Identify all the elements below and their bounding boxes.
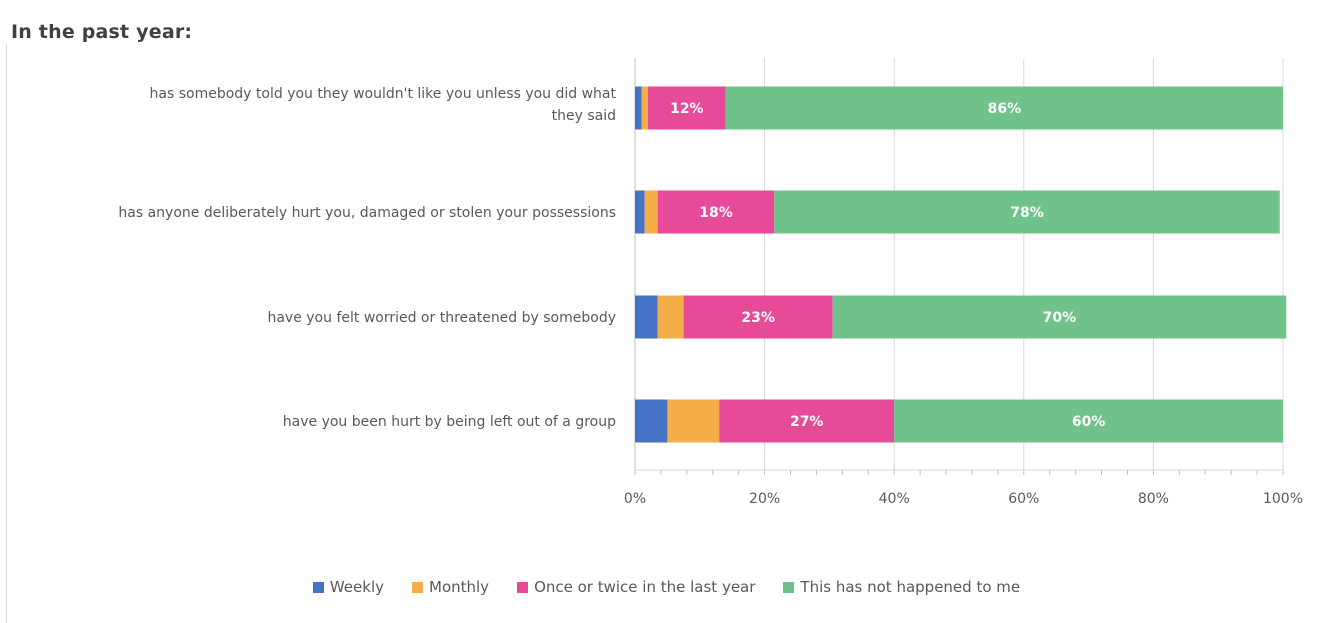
bar-segment <box>894 399 1283 443</box>
chart-title: In the past year: <box>11 21 193 43</box>
bar-segment <box>774 190 1280 234</box>
category-label: have you been hurt by being left out of … <box>283 414 616 430</box>
category-label: have you felt worried or threatened by s… <box>267 310 616 326</box>
data-label: 78% <box>1010 205 1044 221</box>
x-tick-label: 0% <box>624 491 646 507</box>
category-label: has anyone deliberately hurt you, damage… <box>118 205 616 221</box>
bar-segment <box>635 399 668 443</box>
data-label: 18% <box>699 205 733 221</box>
legend-swatch <box>312 581 324 593</box>
x-tick-label: 60% <box>1008 491 1039 507</box>
legend-item: This has not happened to me <box>783 578 1020 596</box>
legend-label: Monthly <box>429 578 490 596</box>
legend-item: Once or twice in the last year <box>517 578 755 596</box>
bar-segment <box>641 86 648 130</box>
data-label: 12% <box>670 101 704 117</box>
legend-swatch <box>412 581 423 593</box>
x-tick-label: 80% <box>1138 491 1169 507</box>
x-tick-label: 40% <box>879 491 910 507</box>
legend-swatch <box>783 581 795 593</box>
bar-segment <box>635 295 658 339</box>
category-label: has somebody told you they wouldn't like… <box>150 86 617 102</box>
chart-legend: Weekly Monthly Once or twice in the last y… <box>0 578 1333 596</box>
category-label: they said <box>552 108 616 124</box>
bar-segment <box>644 190 658 234</box>
data-label: 23% <box>741 310 775 326</box>
bar-segment <box>635 190 645 234</box>
legend-label: Weekly <box>329 578 384 596</box>
bar-segment <box>657 295 684 339</box>
stacked-bar-chart: 0% 20% 40% 60% 80% 100% 12% 86% has somebody tol… <box>118 58 1303 507</box>
legend-item: Monthly <box>412 578 489 596</box>
bar-segment <box>683 295 833 339</box>
bar-segment <box>725 86 1283 130</box>
bar-segment <box>667 399 720 443</box>
bar-segment <box>719 399 895 443</box>
x-tick-label: 20% <box>749 491 780 507</box>
bar-segment <box>635 86 642 130</box>
data-label: 70% <box>1043 310 1077 326</box>
data-label: 27% <box>790 414 824 430</box>
bar-segment <box>647 86 726 130</box>
x-tick-label: 100% <box>1263 491 1303 507</box>
data-label: 60% <box>1072 414 1106 430</box>
legend-label: Once or twice in the last year <box>534 578 756 596</box>
data-label: 86% <box>988 101 1022 117</box>
bar-segment <box>832 295 1287 339</box>
legend-label: This has not happened to me <box>800 578 1021 596</box>
bar-segment <box>657 190 775 234</box>
chart-frame-border <box>6 44 7 623</box>
legend-item: Weekly <box>312 578 384 596</box>
legend-swatch <box>517 581 529 593</box>
